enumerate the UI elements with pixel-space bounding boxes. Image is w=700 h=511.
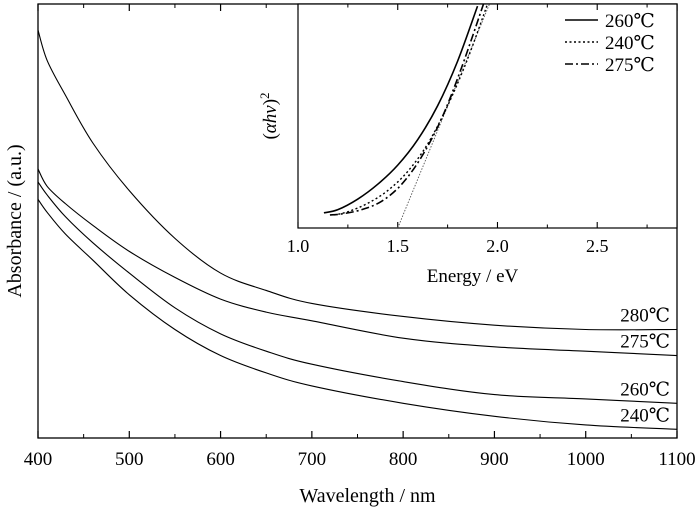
curve-label-1: 275℃ bbox=[620, 332, 670, 353]
curve-label-2: 260℃ bbox=[620, 379, 670, 400]
inset-plot: 1.0 1.5 2.0 2.5 Energy / eV (αhν)2 260℃240℃275… bbox=[257, 3, 678, 287]
x-axis-label: Wavelength / nm bbox=[299, 485, 436, 507]
inset-series-line-1 bbox=[333, 4, 489, 216]
curve-label-3: 240℃ bbox=[620, 405, 670, 426]
x-tick-label: 800 bbox=[389, 449, 418, 470]
inset-frame bbox=[297, 3, 678, 229]
x-tick-label: 600 bbox=[206, 449, 235, 470]
inset-x-tick-label: 2.5 bbox=[586, 236, 609, 256]
x-tick-label: 500 bbox=[115, 449, 144, 470]
inset-y-label-open: ( bbox=[260, 133, 281, 139]
x-tick-label: 700 bbox=[298, 449, 327, 470]
y-axis-label: Absorbance / (a.u.) bbox=[4, 144, 26, 297]
inset-y-axis-label: (αhν)2 bbox=[257, 92, 282, 139]
x-tick-label: 400 bbox=[24, 449, 53, 470]
inset-y-label-close: ) bbox=[260, 99, 281, 105]
legend-label-2: 275℃ bbox=[605, 55, 655, 76]
inset-series-line-2 bbox=[329, 4, 485, 216]
x-tick-label: 1100 bbox=[658, 449, 695, 470]
x-tick-label: 900 bbox=[480, 449, 509, 470]
legend-label-1: 240℃ bbox=[605, 33, 655, 54]
main-plot: 400 500 600 700 800 900 1000 1100 Wavelength / n… bbox=[4, 3, 696, 507]
series-line-1 bbox=[38, 168, 677, 357]
x-tick-label: 1000 bbox=[567, 449, 605, 470]
inset-x-tick-label: 2.0 bbox=[486, 236, 509, 256]
curve-label-0: 280℃ bbox=[620, 306, 670, 327]
inset-x-tick-label: 1.5 bbox=[386, 236, 409, 256]
inset-series-line-0 bbox=[323, 5, 479, 214]
inset-x-tick-label: 1.0 bbox=[287, 236, 310, 256]
inset-y-label-symbol: αhν bbox=[260, 105, 281, 133]
legend-label-0: 260℃ bbox=[605, 11, 655, 32]
series-line-2 bbox=[38, 181, 677, 404]
series-line-3 bbox=[38, 198, 677, 430]
inset-x-axis-label: Energy / eV bbox=[427, 266, 519, 287]
series-line-0 bbox=[38, 29, 677, 331]
inset-y-label-power: 2 bbox=[257, 92, 272, 99]
